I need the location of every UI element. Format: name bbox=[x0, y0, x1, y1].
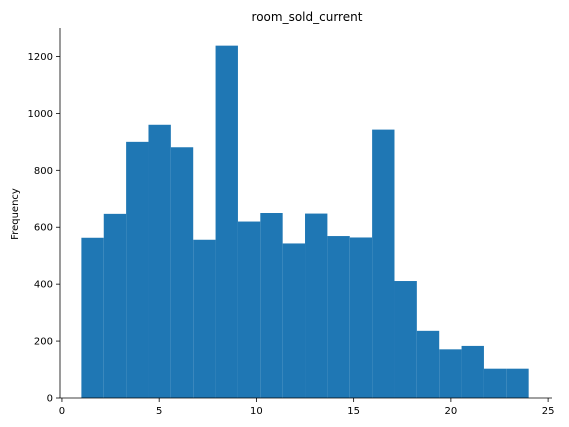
histogram-bar bbox=[237, 221, 261, 398]
x-tick-label: 10 bbox=[250, 406, 263, 417]
histogram-bar bbox=[461, 345, 484, 398]
histogram-bar bbox=[349, 237, 373, 398]
histogram-bar bbox=[126, 141, 149, 398]
y-tick-label: 0 bbox=[47, 394, 53, 405]
histogram-bar bbox=[483, 368, 507, 398]
histogram-bar bbox=[103, 213, 127, 398]
histogram-bar bbox=[193, 239, 216, 398]
histogram-bar bbox=[372, 129, 395, 398]
y-axis-label: Frequency bbox=[10, 188, 21, 240]
x-tick-label: 5 bbox=[156, 406, 162, 417]
histogram-bar bbox=[170, 147, 194, 398]
y-tick-label: 600 bbox=[34, 223, 53, 234]
x-tick-label: 15 bbox=[347, 406, 360, 417]
y-tick-label: 1200 bbox=[28, 52, 53, 63]
chart-title: room_sold_current bbox=[252, 10, 363, 24]
histogram-bar bbox=[81, 237, 104, 398]
x-tick-label: 25 bbox=[542, 406, 555, 417]
y-tick-label: 800 bbox=[34, 166, 53, 177]
histogram-bar bbox=[506, 368, 529, 398]
histogram-bar bbox=[148, 124, 171, 399]
histogram-bar bbox=[439, 349, 462, 398]
y-tick-label: 200 bbox=[34, 337, 53, 348]
y-axis: 0 200 400 600 800 1000 1200 bbox=[28, 52, 60, 405]
histogram-bar bbox=[416, 330, 440, 398]
histogram-bar bbox=[282, 243, 306, 398]
histogram-bar bbox=[215, 45, 238, 399]
bars-group bbox=[81, 45, 529, 399]
x-tick-label: 20 bbox=[445, 406, 458, 417]
histogram-bar bbox=[260, 213, 283, 398]
y-tick-label: 1000 bbox=[28, 109, 53, 120]
y-tick-label: 400 bbox=[34, 280, 53, 291]
histogram-bar bbox=[394, 281, 417, 398]
x-axis: 0 5 10 15 20 25 bbox=[59, 398, 555, 417]
histogram-bar bbox=[327, 236, 350, 398]
x-tick-label: 0 bbox=[59, 406, 65, 417]
histogram-bar bbox=[305, 213, 328, 398]
